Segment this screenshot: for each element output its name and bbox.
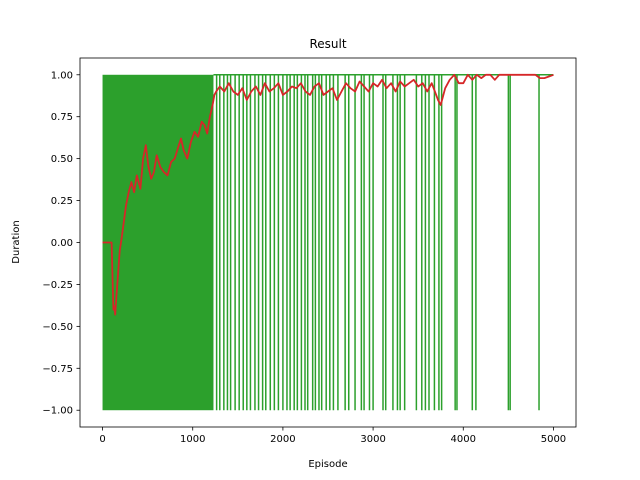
plot-area bbox=[102, 73, 554, 411]
x-tick-label: 4000 bbox=[451, 434, 476, 445]
x-tick-label: 1000 bbox=[180, 434, 205, 445]
y-tick-label: −0.50 bbox=[42, 322, 73, 333]
y-axis-label: Duration bbox=[11, 220, 22, 263]
y-tick-label: −1.00 bbox=[42, 406, 73, 417]
y-tick-label: 1.00 bbox=[51, 70, 73, 81]
moving-average-line bbox=[102, 73, 554, 316]
result-dense-region bbox=[102, 74, 214, 411]
x-tick-label: 5000 bbox=[541, 434, 566, 445]
y-tick-label: 0.50 bbox=[51, 154, 73, 165]
x-tick-label: 2000 bbox=[270, 434, 295, 445]
x-tick-label: 0 bbox=[99, 434, 105, 445]
chart-title: Result bbox=[309, 37, 346, 51]
x-axis-label: Episode bbox=[308, 459, 347, 470]
x-tick-label: 3000 bbox=[360, 434, 385, 445]
y-tick-label: 0.00 bbox=[51, 238, 73, 249]
axes: 0 1000 2000 3000 4000 5000 −1.00 −0.75 −0.50 −0.2… bbox=[42, 57, 577, 445]
y-tick-label: 0.75 bbox=[51, 112, 73, 123]
series-group bbox=[102, 73, 554, 411]
y-tick-label: 0.25 bbox=[51, 196, 73, 207]
y-tick-label: −0.75 bbox=[42, 364, 73, 375]
y-tick-label: −0.25 bbox=[42, 280, 73, 291]
